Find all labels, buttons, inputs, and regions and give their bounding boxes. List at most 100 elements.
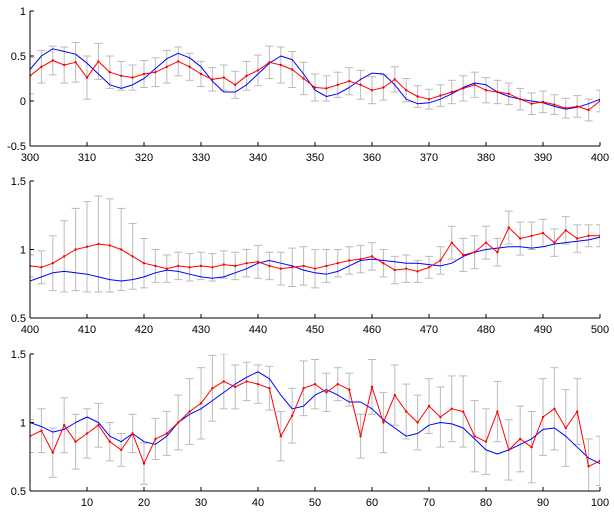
x-tick-label: 20 bbox=[138, 497, 150, 509]
data-point bbox=[313, 382, 317, 386]
error-bar bbox=[596, 224, 600, 248]
data-point bbox=[313, 267, 317, 270]
x-tick-label: 370 bbox=[420, 152, 438, 164]
data-point bbox=[576, 105, 579, 108]
plot-area bbox=[30, 42, 600, 122]
x-tick-label: 60 bbox=[366, 497, 378, 509]
data-point bbox=[598, 234, 600, 237]
data-point bbox=[405, 410, 408, 413]
data-point bbox=[142, 462, 146, 465]
data-point bbox=[439, 94, 442, 97]
data-point bbox=[530, 234, 533, 237]
data-point bbox=[393, 393, 396, 397]
x-tick-label: 450 bbox=[306, 324, 324, 336]
data-point bbox=[40, 429, 43, 432]
data-point bbox=[302, 77, 305, 80]
x-tick-label: 320 bbox=[135, 152, 153, 164]
x-tick-label: 390 bbox=[534, 152, 552, 164]
error-bar bbox=[30, 254, 34, 278]
data-point bbox=[62, 424, 66, 427]
data-point bbox=[199, 264, 203, 268]
data-point bbox=[507, 92, 510, 96]
x-tick-label: 470 bbox=[420, 324, 438, 336]
data-point bbox=[519, 237, 522, 240]
data-point bbox=[245, 262, 248, 265]
x-tick-label: 430 bbox=[192, 324, 210, 336]
data-point bbox=[416, 95, 419, 98]
data-point bbox=[496, 251, 499, 254]
x-tick-label: 330 bbox=[192, 152, 210, 164]
data-point bbox=[325, 264, 328, 268]
series-line-smooth bbox=[30, 236, 600, 282]
data-point bbox=[348, 259, 351, 262]
data-point bbox=[97, 60, 100, 63]
data-point bbox=[245, 380, 248, 383]
data-point bbox=[211, 387, 214, 390]
data-point bbox=[211, 78, 214, 81]
data-point bbox=[108, 440, 112, 443]
x-tick-label: 440 bbox=[249, 324, 267, 336]
data-point bbox=[302, 387, 305, 390]
data-point bbox=[234, 83, 237, 87]
data-point bbox=[359, 83, 362, 87]
error-bar bbox=[596, 89, 600, 113]
y-tick-label: 0.5 bbox=[11, 51, 26, 63]
x-tick-label: 380 bbox=[477, 152, 495, 164]
data-point bbox=[348, 80, 351, 83]
data-point bbox=[154, 264, 157, 268]
data-point bbox=[336, 262, 339, 265]
data-point bbox=[279, 267, 282, 270]
data-point bbox=[97, 424, 100, 427]
data-point bbox=[234, 385, 237, 389]
error-bar bbox=[30, 57, 34, 95]
data-point bbox=[74, 440, 77, 443]
data-point bbox=[177, 421, 180, 424]
data-point bbox=[450, 241, 453, 244]
data-point bbox=[199, 402, 203, 405]
data-point bbox=[382, 262, 385, 265]
data-point bbox=[484, 440, 488, 443]
data-point bbox=[484, 89, 488, 92]
data-point bbox=[530, 445, 533, 449]
data-point bbox=[427, 404, 431, 408]
x-tick-label: 360 bbox=[363, 152, 381, 164]
x-tick-label: 50 bbox=[309, 497, 321, 509]
x-tick-label: 400 bbox=[21, 324, 39, 336]
x-tick-label: 500 bbox=[591, 324, 609, 336]
chart-panel-2: 400 410 420 430 440 450 460 470 480 490 500 0.5 1 1.5 bbox=[11, 176, 609, 336]
data-point bbox=[120, 248, 123, 251]
y-tick-label: 0 bbox=[20, 96, 26, 108]
data-point bbox=[598, 99, 600, 103]
data-point bbox=[108, 71, 112, 74]
data-point bbox=[564, 107, 567, 110]
data-point bbox=[154, 71, 157, 74]
data-point bbox=[553, 241, 556, 244]
data-point bbox=[85, 76, 89, 79]
plot-area bbox=[30, 354, 600, 491]
data-point bbox=[256, 69, 260, 72]
error-bar bbox=[30, 419, 34, 454]
data-point bbox=[279, 63, 282, 67]
data-point bbox=[268, 264, 271, 268]
data-point bbox=[222, 380, 225, 383]
data-point bbox=[553, 407, 556, 410]
data-point bbox=[473, 435, 476, 438]
data-point bbox=[62, 255, 66, 258]
data-point bbox=[85, 432, 89, 435]
data-point bbox=[348, 388, 351, 391]
data-point bbox=[85, 245, 89, 248]
data-point bbox=[405, 267, 408, 270]
data-point bbox=[62, 63, 66, 67]
y-tick-label: 1 bbox=[20, 6, 26, 18]
data-point bbox=[74, 61, 77, 64]
data-point bbox=[382, 421, 385, 424]
data-point bbox=[393, 78, 396, 81]
chart-panel-1: 300 310 320 330 340 350 360 370 380 390 400 -0.5 0 0.… bbox=[7, 6, 609, 164]
data-point bbox=[313, 86, 317, 89]
x-tick-label: 80 bbox=[480, 497, 492, 509]
data-point bbox=[131, 255, 134, 258]
error-bar bbox=[596, 435, 600, 487]
data-point bbox=[256, 382, 260, 386]
x-tick-label: 310 bbox=[78, 152, 96, 164]
